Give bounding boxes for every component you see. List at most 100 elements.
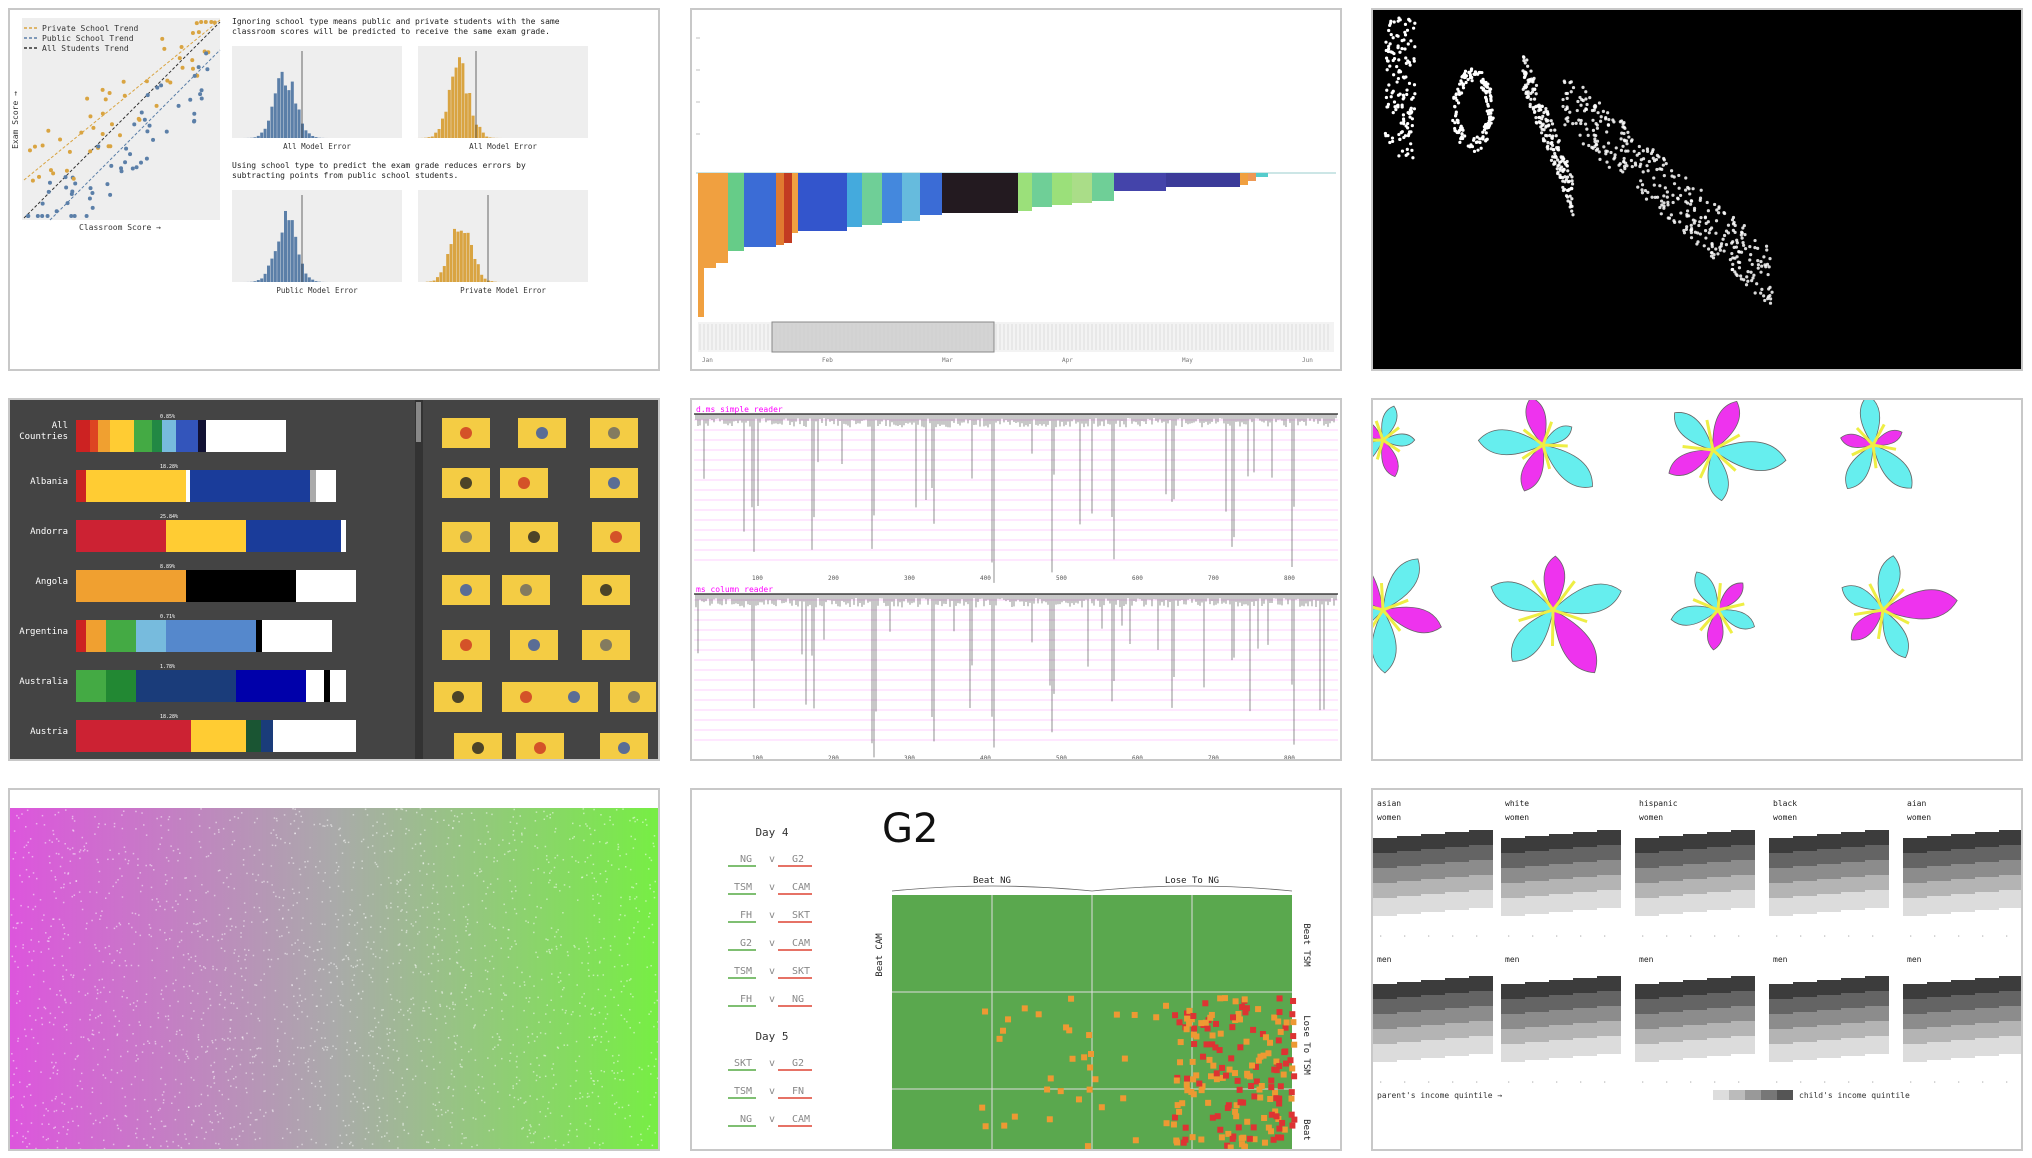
cell	[1268, 1128, 1275, 1135]
quintile-cell	[1549, 1025, 1573, 1043]
noise-dot	[479, 871, 481, 873]
noise-dot	[543, 810, 545, 813]
noise-dot	[632, 886, 635, 889]
noise-dot	[649, 912, 651, 915]
noise-dot	[216, 984, 218, 986]
data-point	[1521, 55, 1526, 59]
thumb-flag-colors[interactable]: All Countries 0.85% Albania 18.28% Andorra 25.…	[8, 398, 660, 761]
data-point	[1545, 134, 1549, 138]
noise-dot	[365, 1127, 368, 1130]
noise-dot	[573, 944, 575, 947]
petal	[1694, 571, 1719, 611]
data-point	[188, 97, 193, 102]
noise-dot	[500, 947, 503, 950]
data-point	[139, 110, 144, 115]
noise-dot	[156, 947, 158, 950]
data-point	[1454, 96, 1458, 100]
histogram-bar	[430, 136, 434, 138]
noise-dot	[242, 864, 245, 866]
noise-dot	[368, 974, 371, 976]
noise-dot	[465, 998, 467, 1001]
noise-dot	[636, 818, 639, 821]
vs: v	[769, 854, 775, 865]
thumb-income-quintile[interactable]: asian women · · · · · white women · · · · · hispanic wo…	[1371, 788, 2023, 1151]
noise-dot	[213, 833, 216, 835]
tick-mark: ·	[1641, 933, 1645, 940]
quintile-cell	[1769, 898, 1793, 916]
thumb-petal-shapes[interactable]	[1371, 398, 2023, 761]
data-point	[1453, 105, 1457, 109]
noise-dot	[605, 842, 607, 845]
noise-dot	[410, 998, 412, 1000]
noise-dot	[367, 1106, 370, 1108]
noise-dot	[433, 945, 436, 948]
thumb-match-grid[interactable]: G2 Day 4 NG v G2 TSM v CAM FH v SKT G2 v CAM TSM v SKT FH…	[690, 788, 1342, 1151]
noise-dot	[157, 1109, 160, 1112]
noise-dot	[620, 990, 623, 993]
data-point	[1409, 39, 1413, 43]
data-point	[1404, 56, 1408, 60]
thumb-sorted-bars[interactable]: Jan Feb Mar Apr May Jun	[690, 8, 1342, 371]
cell	[1249, 1062, 1256, 1069]
data-point	[1544, 106, 1548, 111]
thumb-noise-gradient[interactable]	[8, 788, 660, 1151]
data-point	[1765, 262, 1770, 266]
noise-dot	[320, 1037, 323, 1039]
quintile-cell	[1951, 864, 1975, 882]
noise-dot	[319, 968, 321, 970]
noise-dot	[399, 959, 402, 961]
data-point	[1689, 236, 1694, 240]
data-point	[1561, 104, 1565, 109]
data-point	[40, 143, 45, 148]
noise-dot	[617, 843, 619, 846]
noise-dot	[347, 841, 350, 844]
noise-dot	[113, 1118, 116, 1121]
noise-dot	[501, 1010, 503, 1012]
noise-dot	[348, 1075, 351, 1077]
data-point	[1735, 238, 1739, 242]
noise-dot	[519, 985, 521, 988]
quintile-cell	[1731, 1006, 1755, 1024]
noise-dot	[656, 999, 658, 1002]
noise-dot	[600, 1069, 603, 1072]
noise-dot	[215, 821, 217, 824]
tick-mark: ·	[1871, 1079, 1875, 1086]
noise-dot	[354, 948, 357, 951]
noise-dot	[386, 1027, 388, 1030]
noise-dot	[559, 1032, 562, 1035]
thumb-school-model-error[interactable]: Private School Trend Public School Trend A…	[8, 8, 660, 371]
color-segment	[76, 520, 166, 552]
tick-mark: ·	[1799, 1079, 1803, 1086]
cell	[1277, 1028, 1284, 1035]
noise-dot	[444, 1111, 447, 1114]
data-point	[1456, 87, 1460, 91]
grid-title: G2	[882, 806, 938, 852]
cell	[1235, 1010, 1242, 1017]
noise-dot	[629, 1114, 631, 1117]
noise-dot	[34, 905, 37, 908]
team-a: TSM	[734, 882, 752, 893]
cell	[1203, 1041, 1210, 1048]
noise-dot	[528, 1001, 530, 1003]
noise-dot	[252, 954, 255, 957]
noise-dot	[643, 936, 646, 938]
thumb-scatter-text[interactable]	[1371, 8, 2023, 371]
data-point	[1762, 294, 1766, 298]
scatter-panel	[22, 18, 220, 220]
noise-dot	[489, 993, 492, 995]
data-point	[84, 214, 89, 218]
thumb-reader-timing[interactable]: d.ms simple reader 100 200 300 400 500 600 700 8…	[690, 398, 1342, 761]
data-point	[1570, 182, 1575, 186]
noise-dot	[26, 1085, 28, 1088]
data-point	[1718, 248, 1722, 252]
noise-dot	[56, 994, 58, 996]
noise-dot	[343, 958, 345, 961]
data-point	[1489, 99, 1493, 103]
noise-dot	[630, 978, 632, 980]
tick-mark: ·	[2005, 933, 2009, 940]
noise-dot	[458, 949, 460, 951]
cell	[1219, 1074, 1226, 1081]
noise-dot	[76, 1055, 78, 1058]
noise-dot	[614, 1036, 616, 1039]
data-point	[1466, 77, 1470, 82]
